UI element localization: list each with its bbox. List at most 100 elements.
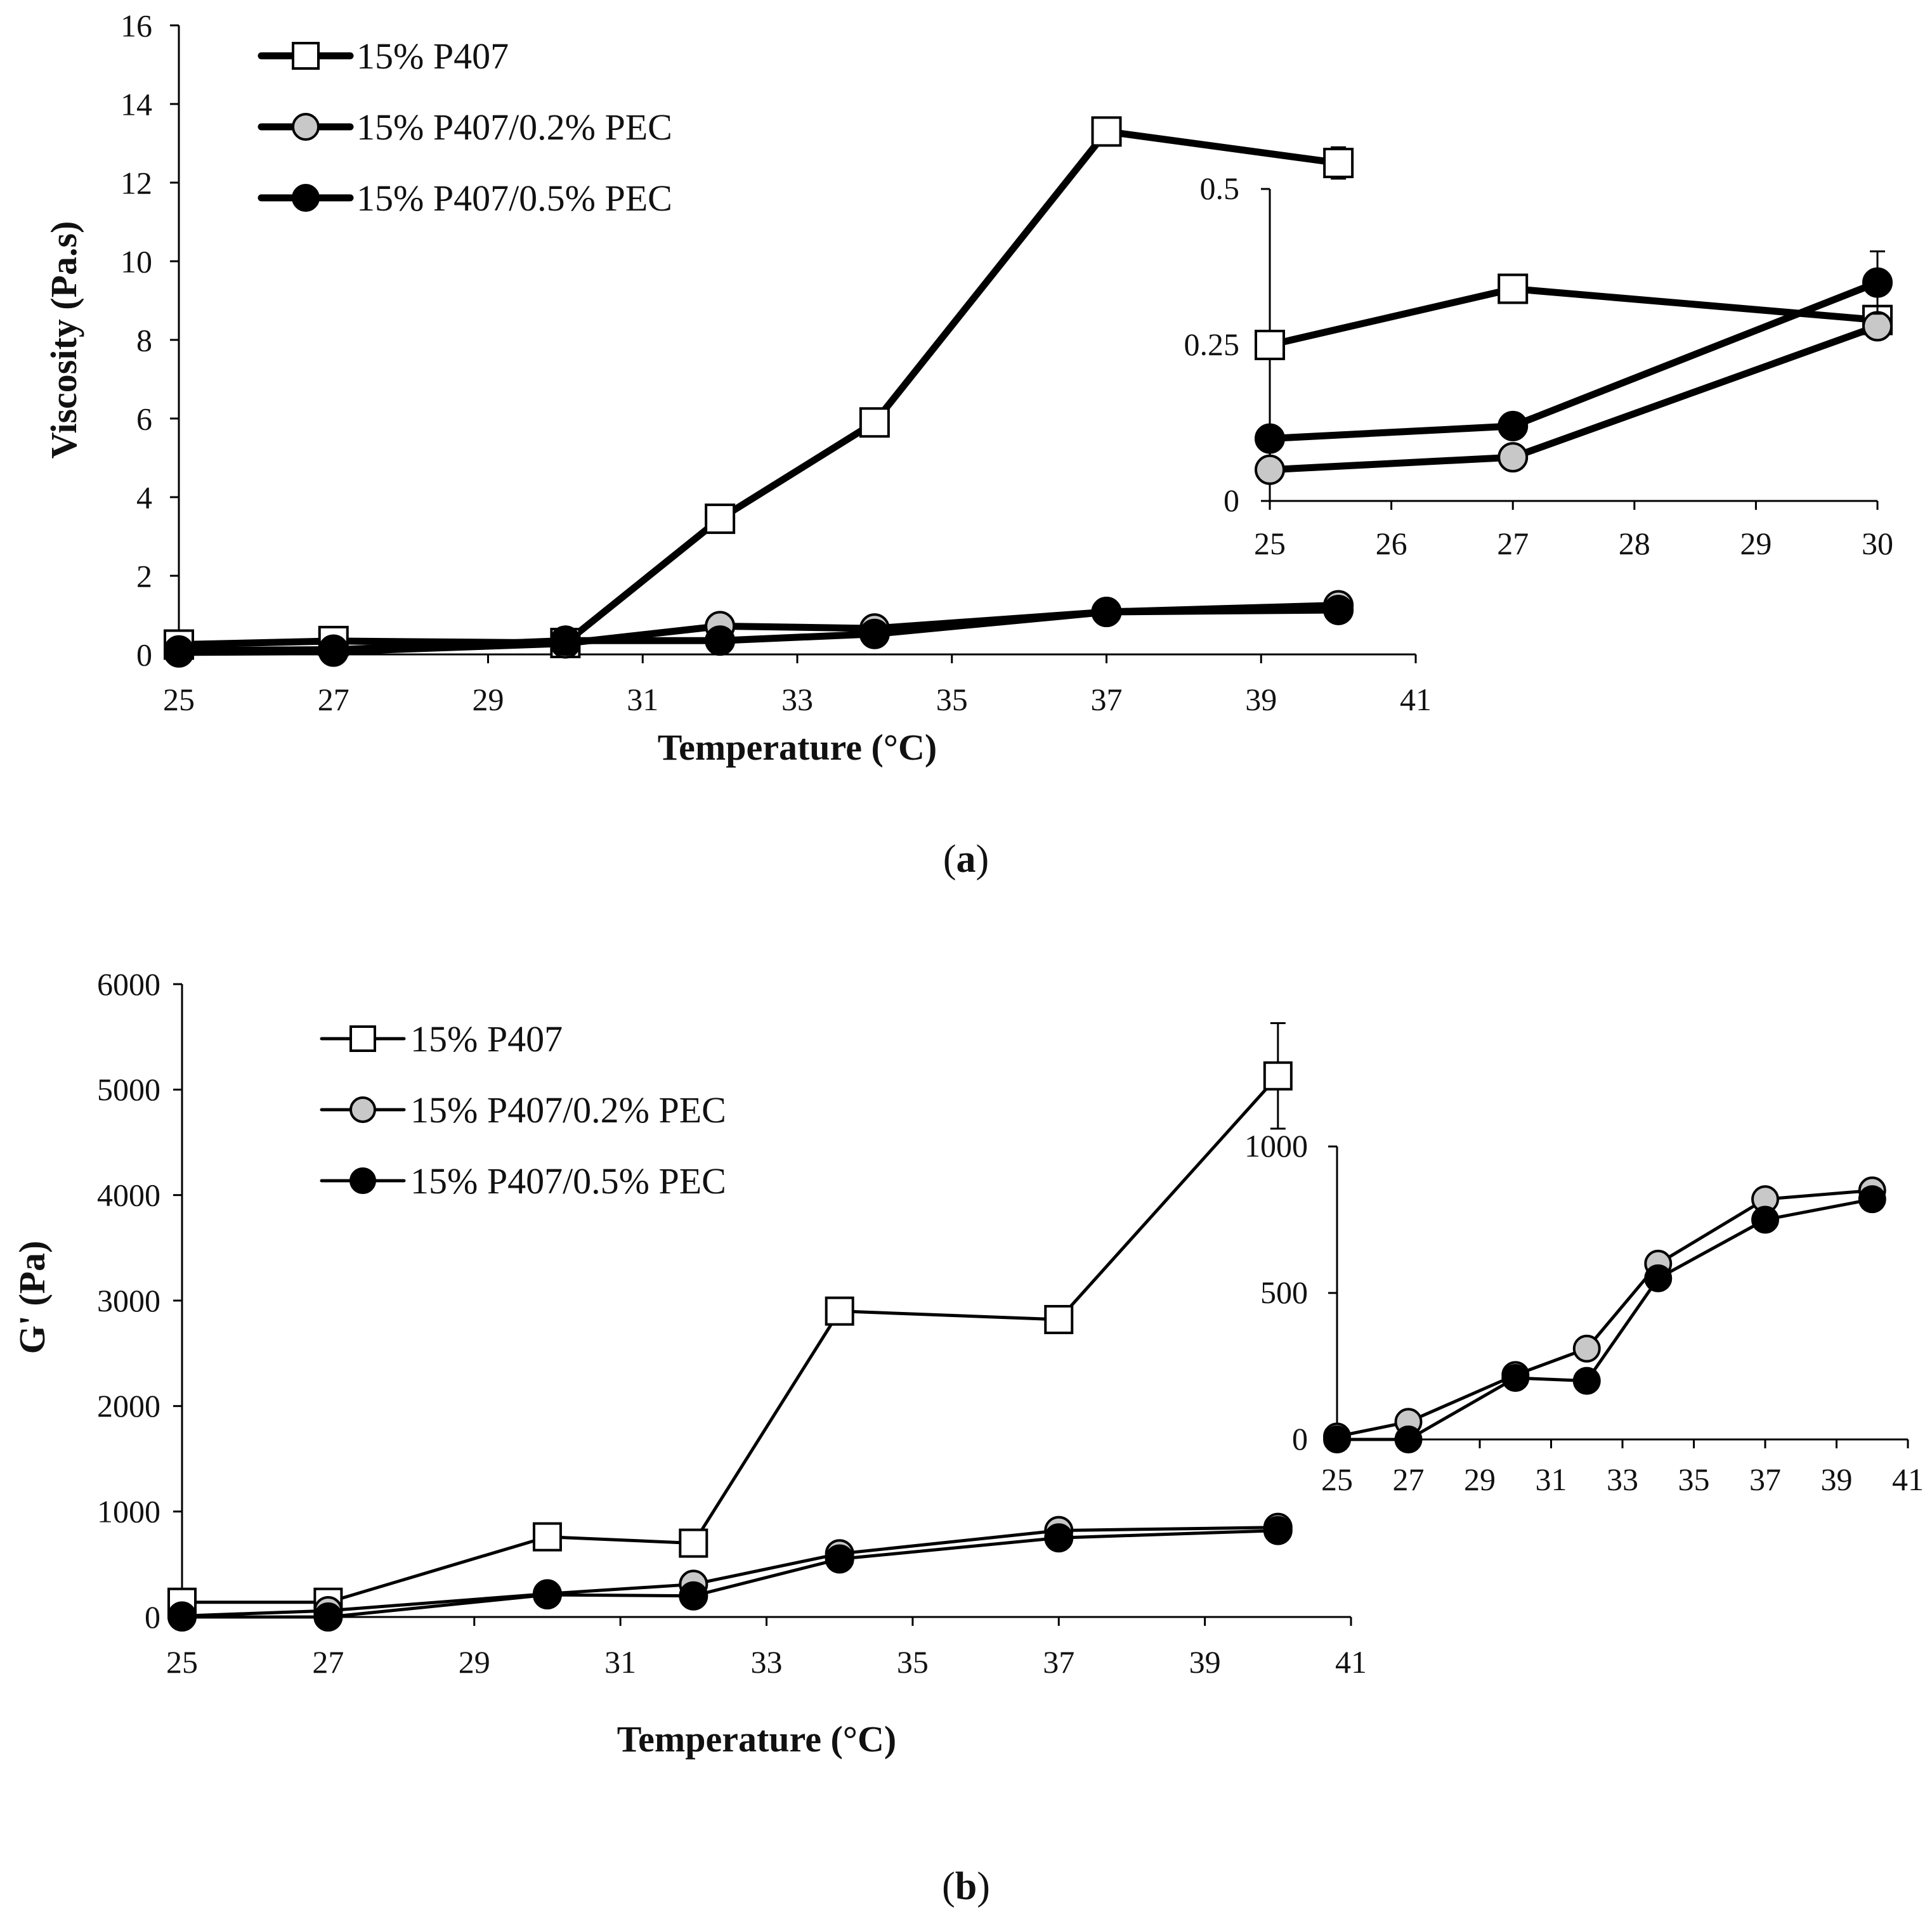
a-legend-marker [292,42,320,70]
a-main-data-point [1323,148,1354,178]
b-legend-marker [349,1167,376,1194]
b-main-series-15-p407 [167,1022,1293,1617]
a-main-data-point [1323,594,1354,625]
a-main-x-tick-label: 29 [473,682,504,717]
b-main-x-tick-label: 41 [1335,1644,1367,1680]
b-inset-x-tick-label: 25 [1321,1462,1353,1497]
b-main-series-line [182,1075,1279,1604]
b-inset-data-point [1394,1425,1423,1453]
b-main-y-tick-label: 1000 [97,1493,160,1529]
b-main-series-line [182,1529,1278,1619]
b-legend-label: 15% P407 [410,1018,563,1060]
b-inset-data-point [1858,1185,1886,1214]
b-inset-x-tick-label: 29 [1464,1462,1496,1497]
a-main-data-point [1091,116,1122,147]
a-main-y-tick-label: 16 [121,8,152,44]
b-main-y-tick-label: 2000 [97,1388,160,1424]
a-inset-data-point [1862,267,1893,298]
a-panel-label: (a) [943,838,989,881]
a-inset-y-tick-label: 0 [1224,483,1239,518]
b-inset-x-tick-label: 31 [1536,1462,1567,1497]
a-main-series-line [178,127,1339,648]
a-legend-marker [292,113,320,141]
a-main-y-tick-label: 12 [121,166,152,201]
a-main-data-point [318,634,349,665]
a-main-y-tick-label: 8 [136,323,152,358]
a-legend-item: 15% P407 [258,36,509,77]
a-main-y-tick-label: 0 [136,637,152,673]
b-inset-data-point [1323,1425,1351,1453]
b-main-x-tick-label: 29 [459,1644,490,1680]
b-inset-x-tick-label: 37 [1749,1462,1781,1497]
b-y-axis-title: G' (Pa) [11,1241,53,1354]
a-legend-label: 15% P407/0.2% PEC [356,107,672,148]
a-x-axis-title: Temperature (°C) [658,727,937,768]
b-main-data-point [1263,1061,1293,1091]
a-inset-x-tick-label: 25 [1254,526,1286,561]
b-legend-item: 15% P407/0.2% PEC [320,1089,726,1131]
b-inset-x-tick-label: 27 [1393,1462,1425,1497]
b-main-y-tick-label: 5000 [97,1072,160,1107]
a-inset-data-point [1498,442,1529,473]
b-inset-y-tick-label: 1000 [1244,1128,1308,1164]
a-main-y-tick-label: 2 [136,559,152,594]
b-inset-series-line [1336,1188,1872,1438]
a-legend-label: 15% P407 [356,36,509,77]
b-main-x-tick-label: 31 [604,1644,636,1680]
b-legend-item: 15% P407/0.5% PEC [320,1160,726,1202]
b-main-data-point [825,1544,854,1574]
a-inset-data-point [1255,423,1285,454]
a-main-data-point [164,635,194,666]
a-main-data-point [1091,597,1122,628]
b-inset-data-point [1572,1367,1601,1395]
a-main-x-tick-label: 31 [627,682,658,717]
b-panel-label: (b) [942,1865,990,1908]
a-main-y-tick-label: 10 [121,244,152,280]
a-inset-series-15-p407-0-2-pec [1255,311,1893,485]
a-inset-x-tick-label: 30 [1862,526,1893,561]
b-inset-series-15-p407-0-2-pec [1323,1176,1886,1451]
b-main-series-15-p407-0-5-pec [167,1516,1293,1632]
panel-a: 0 2 4 6 8 10 12 14 16 25 27 29 31 33 35 37 39 41 Temperatu… [43,8,1893,881]
a-legend-marker [292,184,320,212]
a-main-x-tick-label: 41 [1400,682,1432,717]
a-main-series-15-p407-0-5-pec [164,594,1354,666]
a-inset-x-tick-label: 28 [1619,526,1650,561]
b-main-data-point [1263,1516,1293,1545]
b-main-x-tick-label: 27 [312,1644,344,1680]
b-main-data-point [532,1580,562,1610]
b-inset-y-tick-label: 500 [1260,1275,1308,1310]
a-inset-data-point [1498,273,1529,304]
b-inset-y-tick-label: 0 [1292,1421,1308,1457]
a-main-x-tick-label: 33 [781,682,813,717]
b-inset-data-point [1751,1205,1779,1234]
b-inset-x-tick-label: 35 [1678,1462,1710,1497]
a-main-data-point [859,618,890,649]
a-inset-x-tick-label: 26 [1376,526,1407,561]
b-main-x-tick-label: 39 [1189,1644,1221,1680]
a-inset-series-line [1269,323,1879,474]
a-main-data-point [705,503,736,535]
a-inset-data-point [1498,410,1529,441]
b-legend-label: 15% P407/0.2% PEC [410,1089,726,1131]
a-inset-x-tick-label: 27 [1497,526,1529,561]
a-main-y-tick-label: 4 [136,480,152,516]
b-main-data-point [313,1602,343,1632]
a-inset-series-15-p407-0-5-pec [1255,250,1893,454]
a-main-x-tick-label: 27 [318,682,349,717]
b-legend-marker [349,1096,376,1123]
b-main-y-tick-label: 3000 [97,1283,160,1318]
a-main-x-tick-label: 37 [1091,682,1123,717]
b-main-data-point [167,1602,197,1632]
b-main-data-point [1044,1304,1074,1334]
a-legend-item: 15% P407/0.2% PEC [258,107,672,148]
b-main-data-point [1044,1523,1074,1553]
a-y-axis-title: Viscosity (Pa.s) [43,221,84,459]
a-main-y-tick-label: 14 [121,87,152,122]
a-main-data-point [705,625,736,656]
b-main-x-tick-label: 35 [897,1644,929,1680]
b-main-y-tick-label: 0 [145,1599,160,1635]
b-main-data-point [679,1581,708,1611]
